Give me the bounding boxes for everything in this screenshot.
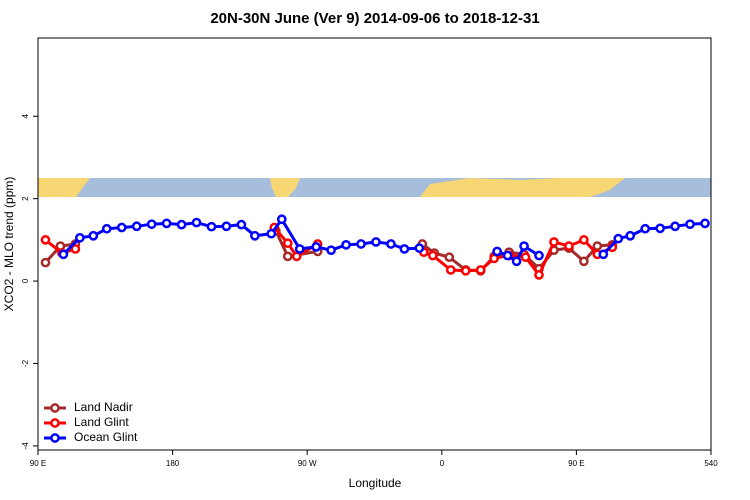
x-tick-label: 90 E xyxy=(568,459,584,468)
data-point xyxy=(250,230,260,241)
data-point xyxy=(598,249,609,260)
data-point xyxy=(534,270,544,280)
data-point xyxy=(445,265,456,275)
y-tick-label: 0 xyxy=(21,278,30,283)
data-point xyxy=(519,241,529,251)
x-axis-label: Longitude xyxy=(349,476,402,490)
data-point xyxy=(40,235,51,245)
data-point xyxy=(414,243,425,253)
data-point xyxy=(399,244,410,254)
x-tick-label: 90 E xyxy=(30,459,46,468)
legend-label: Land Nadir xyxy=(74,400,133,414)
legend-marker xyxy=(50,418,60,428)
data-point xyxy=(492,246,502,257)
legend-label: Land Glint xyxy=(74,415,129,429)
data-point xyxy=(670,221,680,232)
data-point xyxy=(685,219,695,230)
data-point xyxy=(236,219,247,230)
map-strip xyxy=(38,178,711,197)
x-tick-label: 540 xyxy=(704,459,718,468)
data-point xyxy=(520,252,531,263)
plot-frame xyxy=(37,37,712,451)
data-point xyxy=(326,245,336,256)
x-tick-label: 180 xyxy=(166,459,180,468)
data-point xyxy=(613,233,624,244)
legend-marker xyxy=(50,403,60,413)
y-tick-label: 2 xyxy=(21,196,30,201)
data-point xyxy=(58,249,69,260)
data-point xyxy=(625,230,636,241)
chart-title: 20N-30N June (Ver 9) 2014-09-06 to 2018-… xyxy=(210,10,539,27)
data-point xyxy=(276,214,287,225)
y-tick-label: 4 xyxy=(21,114,30,119)
data-point xyxy=(700,218,710,229)
data-point xyxy=(266,228,277,239)
x-tick-label: 0 xyxy=(440,459,445,468)
data-point xyxy=(206,221,217,232)
data-point xyxy=(341,239,351,250)
data-point xyxy=(88,230,99,241)
data-point xyxy=(221,221,232,232)
data-point xyxy=(579,256,589,267)
y-tick-label: -2 xyxy=(21,359,30,367)
data-point xyxy=(101,223,112,234)
data-point xyxy=(640,223,651,234)
data-point xyxy=(534,250,544,261)
data-point xyxy=(371,237,381,247)
data-point xyxy=(282,238,293,249)
data-point xyxy=(146,219,157,230)
data-point xyxy=(655,223,666,234)
legend-marker xyxy=(50,433,60,443)
data-point xyxy=(356,239,366,249)
data-point xyxy=(75,232,85,243)
series-line xyxy=(62,216,706,264)
y-axis-label: XCO2 - MLO trend (ppm) xyxy=(2,177,16,312)
data-point xyxy=(131,221,142,232)
data-point xyxy=(592,241,603,251)
data-point xyxy=(579,235,589,245)
data-point xyxy=(282,251,293,262)
data-point xyxy=(511,256,522,267)
data-point xyxy=(564,241,574,251)
data-point xyxy=(294,244,305,254)
data-point xyxy=(549,237,559,247)
data-point xyxy=(386,239,396,249)
data-point xyxy=(460,265,471,276)
data-point xyxy=(161,218,172,229)
y-tick-label: -4 xyxy=(21,442,30,450)
data-point xyxy=(444,252,455,263)
data-point xyxy=(40,257,51,268)
data-point xyxy=(502,250,513,261)
legend-label: Ocean Glint xyxy=(74,430,138,444)
data-point xyxy=(475,265,486,275)
data-point xyxy=(291,251,302,262)
data-point xyxy=(116,222,127,233)
data-point xyxy=(176,219,187,230)
data-point xyxy=(427,250,438,261)
data-point xyxy=(70,244,81,254)
x-tick-label: 90 W xyxy=(298,459,317,468)
data-point xyxy=(191,217,202,228)
data-point xyxy=(311,242,322,252)
